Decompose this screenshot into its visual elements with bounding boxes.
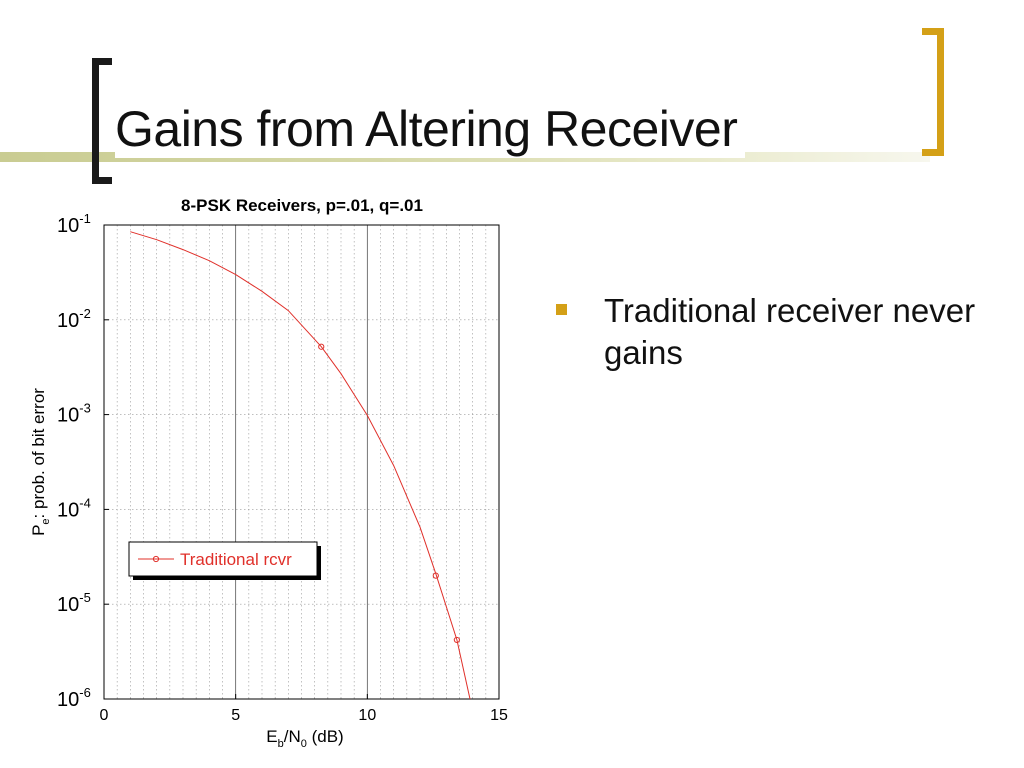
y-axis-label-tail: : prob. of bit error [29,388,48,519]
series-marker [432,572,439,579]
y-tick-label: 10-1 [57,211,91,237]
y-tick-label-base: 10 [57,215,79,237]
y-tick-label-exponent: -6 [79,685,91,700]
y-tick-label-exponent: -5 [79,590,91,605]
legend: Traditional rcvr [128,541,321,580]
y-axis-label-sub: e [40,518,52,524]
y-tick-label-base: 10 [57,405,79,427]
right-bracket-decoration [922,28,944,156]
x-axis-label-sub-0: 0 [301,738,307,750]
y-tick-label: 10-4 [57,495,91,521]
series-marker [318,343,325,350]
bullet-square-icon [556,304,567,315]
slide-title: Gains from Altering Receiver [115,100,746,158]
x-tick-label: 15 [490,707,508,724]
legend-label-traditional-rcvr: Traditional rcvr [180,550,292,569]
y-tick-label-exponent: -4 [79,495,91,510]
y-tick-label: 10-5 [57,590,91,616]
x-axis-label: Eb/N0 (dB) [266,727,343,750]
y-tick-label-base: 10 [57,499,79,521]
y-tick-label-base: 10 [57,594,79,616]
bullet-item-traditional-receiver: Traditional receiver never gains [604,292,976,371]
series-line-traditional-rcvr [130,231,471,700]
x-axis-label-sub-b: b [278,738,284,750]
x-axis-label-mid: /N [284,727,301,746]
chart-title: 8-PSK Receivers, p=.01, q=.01 [181,196,423,215]
x-tick-label: 10 [358,707,376,724]
x-axis-label-main: E [266,727,277,746]
series-marker [453,636,460,644]
x-tick-label: 5 [231,707,240,724]
plot-frame [103,224,500,700]
y-tick-label-exponent: -3 [79,401,91,416]
pe-vs-ebno-chart: 8-PSK Receivers, p=.01, q=.01 0 5 10 1510-1… [29,196,508,750]
y-tick-label-exponent: -1 [79,211,91,226]
y-tick-label: 10-2 [57,306,91,332]
y-tick-label-base: 10 [57,689,79,711]
x-tick-label: 0 [100,707,109,724]
y-tick-label-base: 10 [57,310,79,332]
x-axis-label-tail: (dB) [307,727,344,746]
legend-swatch-marker [152,555,160,563]
series-layer [130,231,471,700]
grid-layer [104,225,499,699]
y-axis-label-main: P [29,525,48,536]
y-axis-label: Pe: prob. of bit error [29,388,52,536]
y-tick-label: 10-6 [57,685,91,711]
y-tick-label-exponent: -2 [79,306,91,321]
left-bracket-decoration [92,58,112,184]
y-tick-label: 10-3 [57,401,91,427]
